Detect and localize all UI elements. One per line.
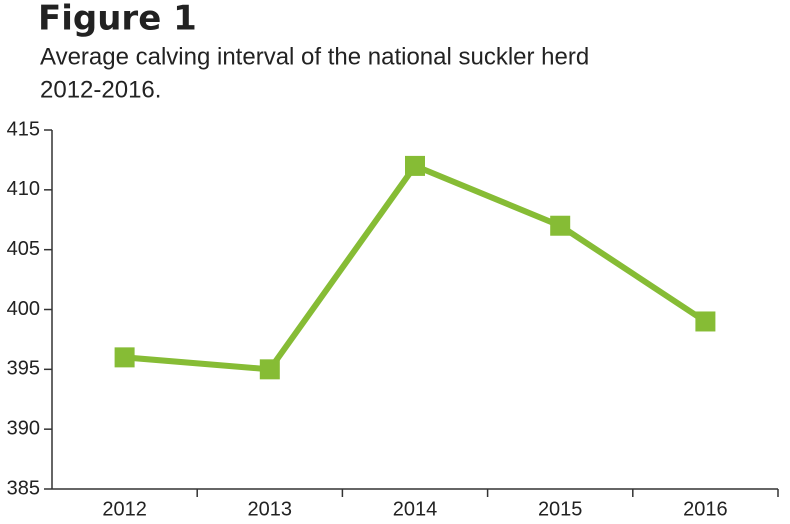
data-point <box>114 347 135 368</box>
y-tick-label: 395 <box>7 358 40 380</box>
data-point <box>259 359 280 380</box>
chart-title: Figure 1 <box>38 0 197 39</box>
data-point <box>695 311 716 332</box>
x-tick-label: 2016 <box>683 498 728 520</box>
y-tick-label: 390 <box>7 417 40 439</box>
y-tick-label: 405 <box>7 238 40 260</box>
y-tick-label: 400 <box>7 298 40 320</box>
y-tick-label: 415 <box>7 118 40 140</box>
data-point <box>550 215 571 236</box>
data-point <box>405 155 425 176</box>
chart-subtitle: 2012-2016. <box>40 76 161 103</box>
y-tick-label: 410 <box>7 178 40 200</box>
x-tick-label: 2012 <box>102 498 147 520</box>
x-tick-label: 2013 <box>248 498 293 520</box>
data-line <box>124 162 708 373</box>
x-tick-label: 2014 <box>393 498 438 520</box>
x-tick-label: 2015 <box>538 498 583 520</box>
y-tick-label: 385 <box>7 477 40 499</box>
chart-subtitle: Average calving interval of the national… <box>40 43 589 70</box>
